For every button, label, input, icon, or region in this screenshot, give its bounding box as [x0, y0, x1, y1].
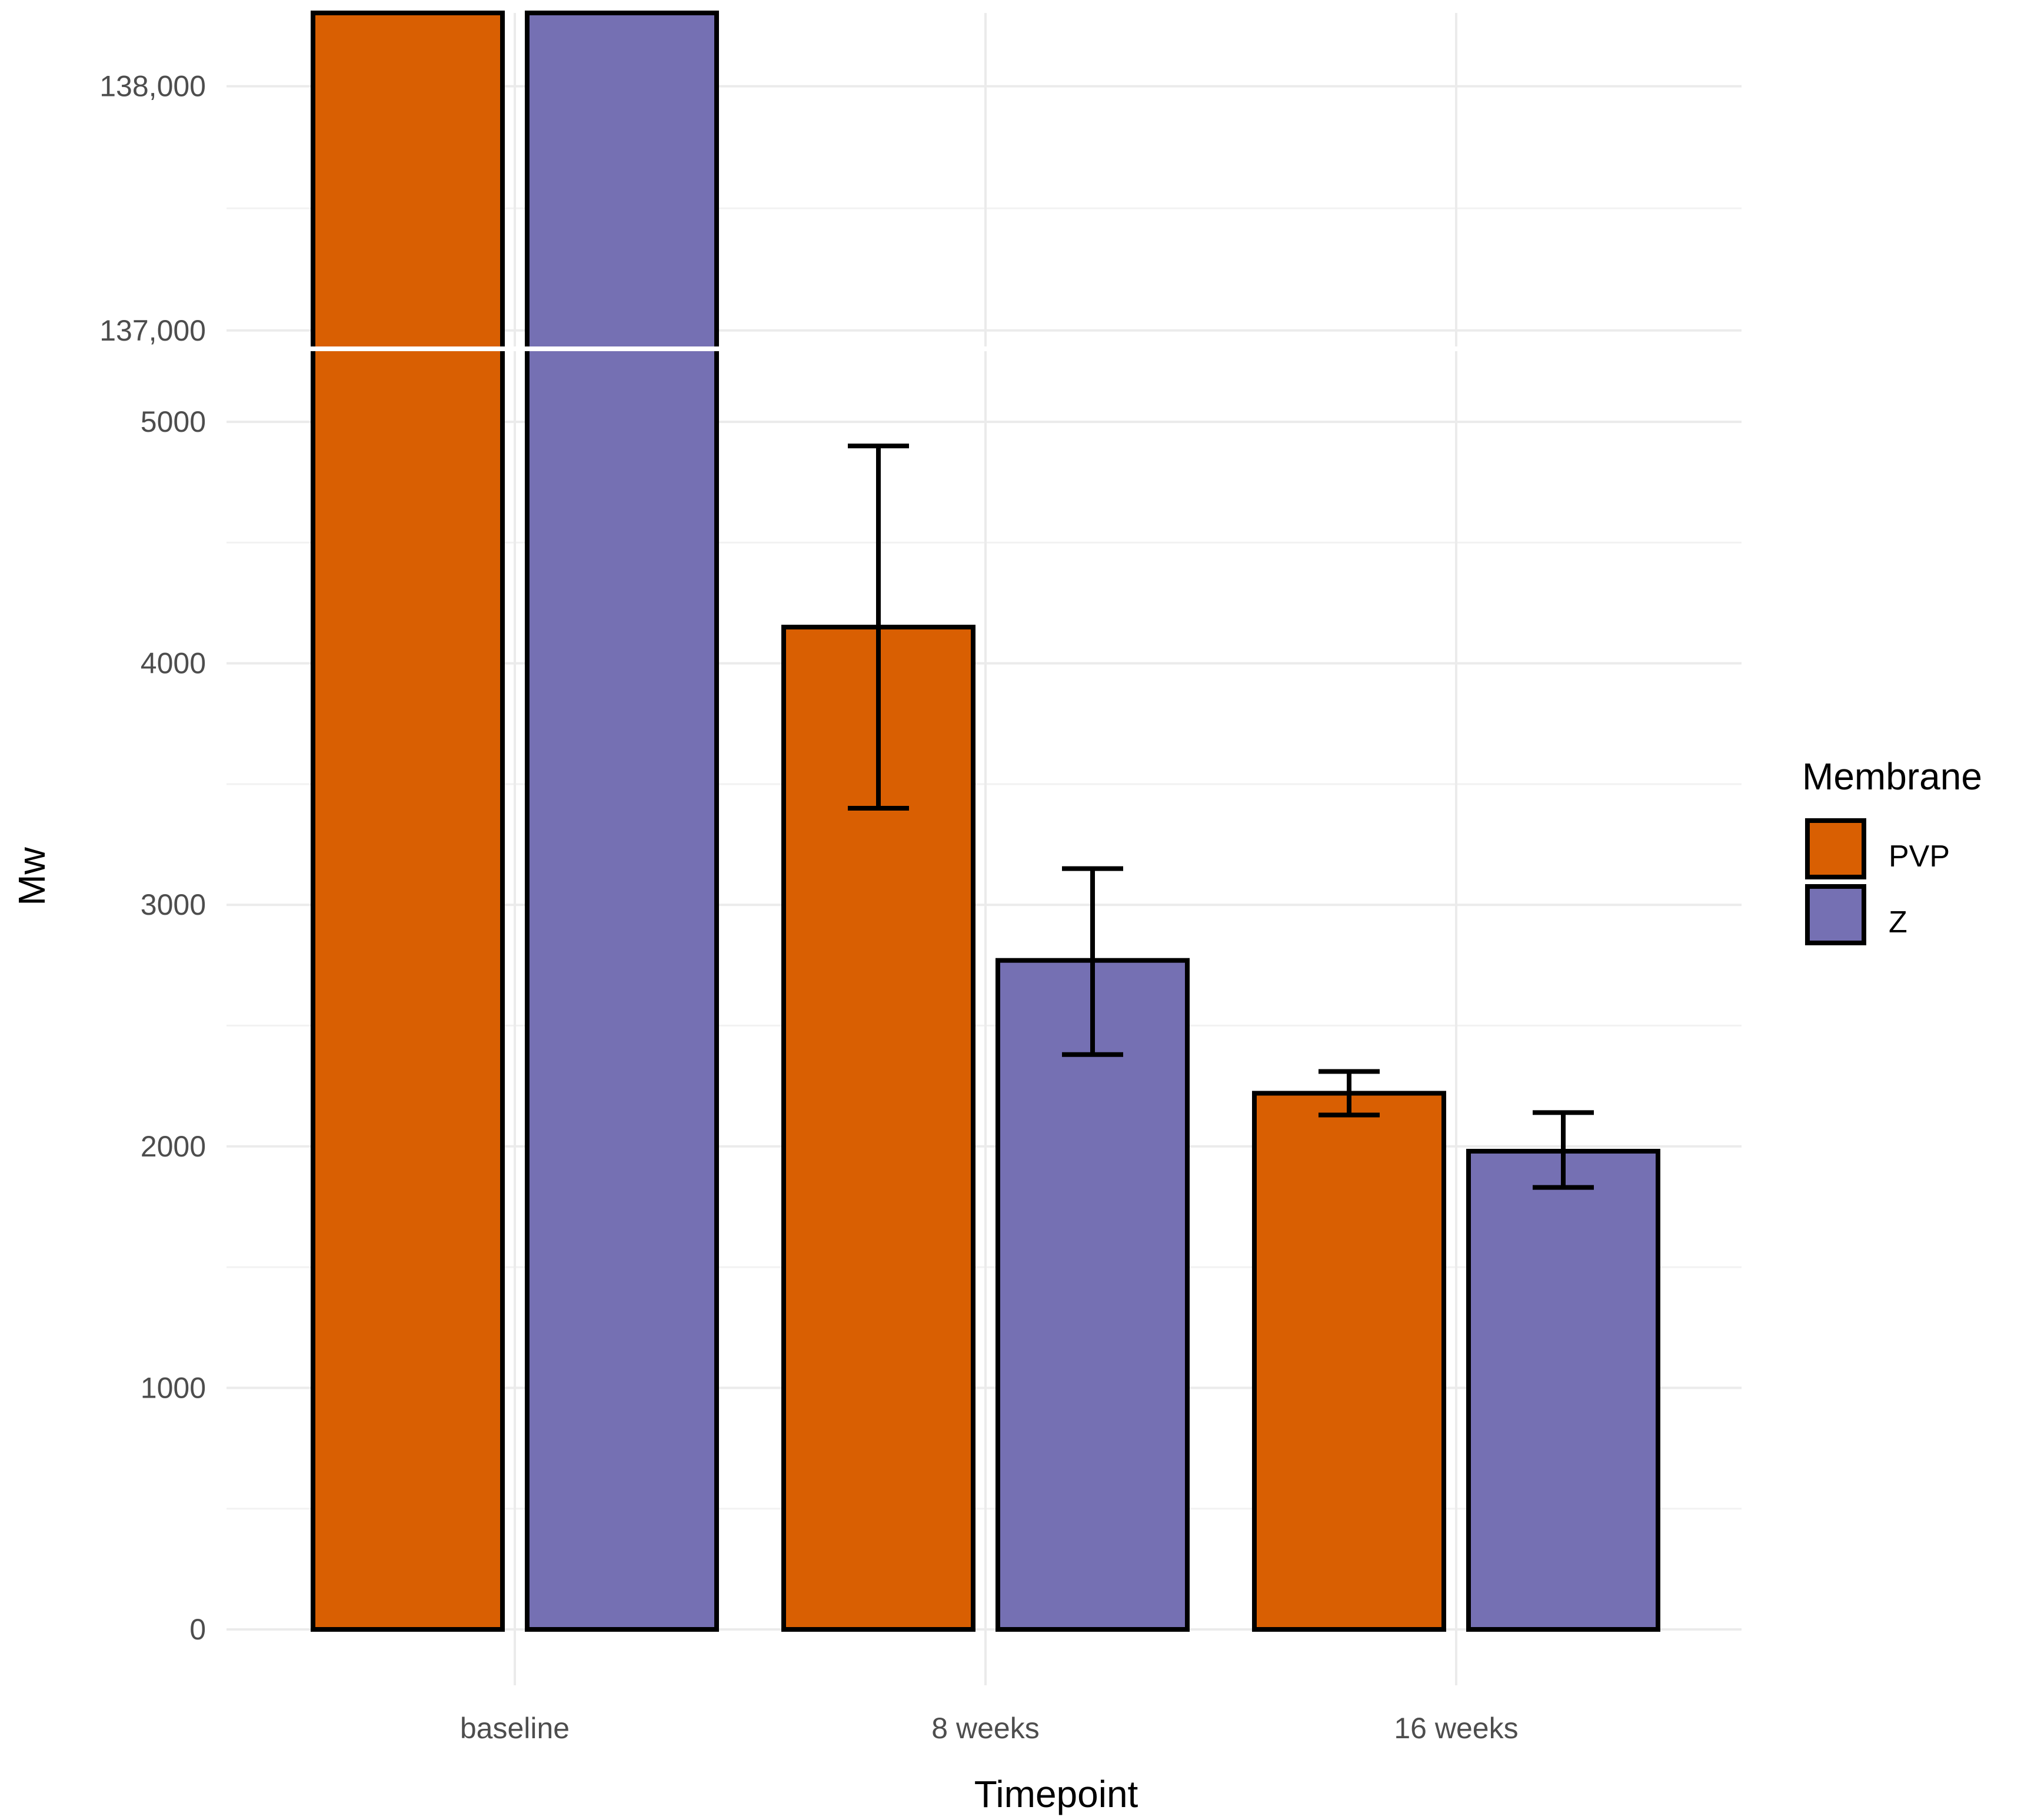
- y-axis-title: Mw: [11, 846, 53, 905]
- bars: [311, 11, 1660, 1632]
- error-bar: [1062, 866, 1123, 1057]
- x-tick-label: 16 weeks: [1394, 1712, 1518, 1745]
- error-bars: [848, 444, 1594, 1190]
- axis-break-strip: [227, 346, 1742, 351]
- y-tick-label: 2000: [141, 1130, 206, 1163]
- y-tick-label: 5000: [141, 405, 206, 438]
- legend: Membrane PVP Z: [1802, 755, 1982, 945]
- legend-swatch-pvp: [1805, 818, 1866, 879]
- bar-z-16-weeks: [1466, 1149, 1660, 1632]
- legend-label-pvp: PVP: [1889, 839, 1950, 874]
- x-axis-title: Timepoint: [974, 1773, 1138, 1815]
- y-tick-label: 138,000: [99, 70, 206, 103]
- legend-swatch-z: [1805, 884, 1866, 945]
- legend-label-z: Z: [1889, 905, 1907, 939]
- error-bar: [1319, 1069, 1380, 1118]
- error-bar: [1533, 1110, 1594, 1190]
- axis-break: [227, 346, 1742, 351]
- bar-z-baseline: [525, 11, 719, 1632]
- y-tick-label: 0: [189, 1613, 206, 1646]
- y-tick-label: 3000: [141, 888, 206, 921]
- legend-title: Membrane: [1802, 755, 1982, 798]
- x-tick-label: baseline: [460, 1712, 570, 1745]
- bar-pvp-16-weeks: [1252, 1091, 1446, 1632]
- tick-labels: 0 1000 2000 3000 4000 5000 137,000 138,000 basel…: [99, 70, 1518, 1745]
- x-tick-label: 8 weeks: [931, 1712, 1039, 1745]
- bar-z-8-weeks: [995, 958, 1190, 1632]
- y-tick-label: 1000: [141, 1371, 206, 1404]
- error-bar: [848, 444, 909, 811]
- y-tick-label: 4000: [141, 647, 206, 680]
- bar-pvp-baseline: [311, 11, 505, 1632]
- y-tick-label: 137,000: [99, 314, 206, 347]
